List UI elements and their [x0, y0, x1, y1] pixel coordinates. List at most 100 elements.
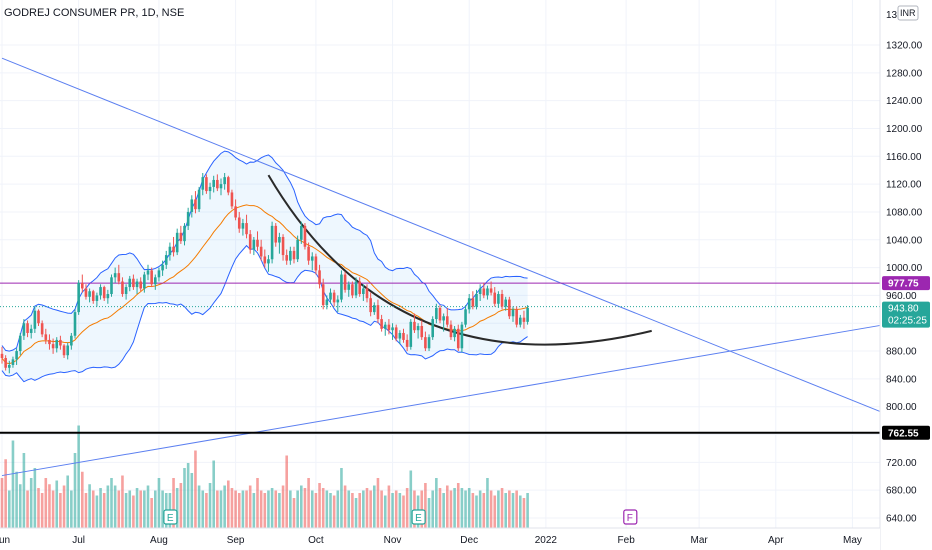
volume-bar: [84, 493, 88, 528]
volume-bar: [289, 490, 292, 528]
event-marker-label: E: [415, 513, 422, 524]
volume-bar: [402, 495, 405, 528]
candle-body: [223, 177, 226, 185]
price-axis-panel[interactable]: [880, 0, 932, 550]
candle-body: [29, 328, 33, 333]
candle-body: [55, 339, 59, 349]
currency-badge[interactable]: [897, 5, 919, 21]
candle-body: [482, 288, 486, 296]
volume-bar: [95, 495, 99, 528]
time-tick-label: Jun: [0, 535, 10, 546]
volume-bar: [8, 490, 11, 528]
candle-body: [194, 199, 197, 210]
top-price-stub: 13: [886, 10, 898, 21]
candle-body: [135, 281, 139, 288]
currency-label: INR: [900, 8, 916, 18]
candle-body: [40, 323, 44, 335]
candle-body: [383, 324, 387, 329]
volume-bar: [398, 493, 402, 528]
volume-bar: [497, 490, 500, 528]
candle-body: [489, 288, 493, 293]
candle-body: [289, 250, 292, 261]
candle-body: [66, 345, 69, 356]
candle-body: [270, 225, 274, 260]
symbol-title: GODREJ CONSUMER PR, 1D, NSE: [4, 7, 184, 19]
candle-body: [508, 299, 511, 317]
time-tick-label: Sep: [227, 535, 245, 546]
volume-bar: [431, 490, 434, 528]
candle-body: [449, 324, 453, 338]
volume-bar: [446, 485, 449, 528]
volume-bar: [146, 485, 150, 528]
candle-body: [391, 327, 394, 331]
volume-bar: [453, 488, 456, 528]
volume-bar: [81, 471, 84, 528]
candle-body: [62, 345, 66, 356]
volume-bar: [117, 490, 121, 528]
volume-bar: [110, 478, 113, 528]
countdown-timer: 02:25:25: [888, 316, 927, 327]
volume-bar: [373, 485, 376, 528]
volume-bar: [278, 493, 281, 528]
candle-body: [394, 327, 398, 339]
volume-bar: [143, 490, 146, 528]
volume-bar: [150, 498, 153, 528]
candle-body: [175, 232, 179, 253]
price-tick-label: 1200.00: [886, 124, 923, 135]
candle-body: [497, 294, 500, 304]
volume-bar: [270, 488, 274, 528]
candle-body: [70, 335, 73, 346]
candle-body: [117, 273, 121, 282]
price-tag-label: 977.75: [888, 279, 919, 290]
candle-body: [106, 294, 110, 299]
volume-bar: [467, 488, 471, 528]
volume-bar: [128, 490, 132, 528]
candle-body: [405, 339, 409, 347]
volume-bar: [15, 471, 18, 528]
volume-bar: [343, 485, 347, 528]
time-tick-label: Apr: [768, 535, 784, 546]
candle-body: [300, 225, 303, 240]
candle-body: [132, 278, 135, 288]
candle-body: [51, 344, 55, 349]
volume-bar: [183, 468, 186, 528]
volume-bar: [449, 490, 453, 528]
candle-body: [0, 353, 4, 359]
candle-body: [325, 299, 329, 306]
candle-body: [475, 294, 478, 307]
candle-body: [84, 288, 88, 297]
volume-bar: [321, 488, 325, 528]
volume-bar: [51, 490, 55, 528]
volume-bar: [197, 485, 201, 528]
volume-bar: [310, 490, 314, 528]
volume-bar: [358, 493, 361, 528]
candle-body: [143, 274, 146, 289]
candle-body: [256, 239, 259, 247]
volume-bar: [351, 493, 354, 528]
candle-body: [146, 270, 150, 275]
candle-body: [478, 288, 482, 295]
price-tick-label: 1120.00: [886, 180, 922, 191]
volume-bar: [303, 488, 307, 528]
candle-body: [216, 179, 219, 189]
volume-bar: [205, 493, 208, 528]
volume-bar: [508, 490, 511, 528]
time-tick-label: 2022: [535, 535, 558, 546]
volume-bar: [157, 478, 161, 528]
candle-body: [77, 282, 80, 313]
candle-body: [435, 307, 438, 320]
candle-body: [15, 351, 18, 360]
volume-bar: [376, 478, 380, 528]
volume-bar: [456, 483, 460, 528]
event-marker-future: [623, 509, 638, 525]
volume-bar: [438, 488, 442, 528]
volume-bar: [267, 490, 270, 528]
candle-body: [172, 246, 175, 253]
volume-bar: [347, 490, 351, 528]
candle-body: [427, 337, 431, 349]
candle-body: [453, 328, 456, 338]
last-price-value: 943.80: [888, 304, 919, 315]
time-axis-panel[interactable]: [0, 528, 880, 550]
